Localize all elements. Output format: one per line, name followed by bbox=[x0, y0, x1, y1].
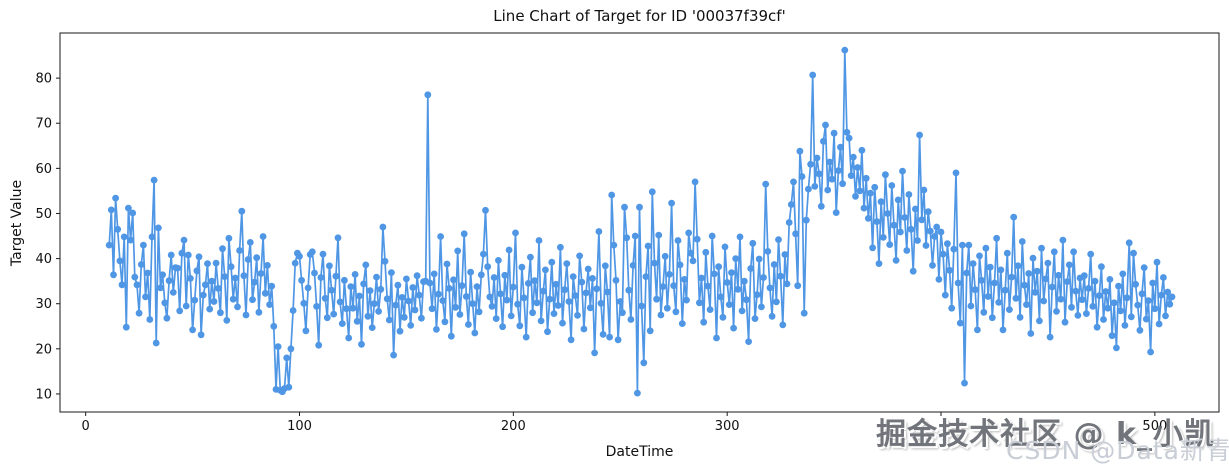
svg-text:100: 100 bbox=[287, 419, 312, 434]
watermark-csdn: CSDN @Data新青年 bbox=[1006, 436, 1229, 465]
svg-text:0: 0 bbox=[82, 419, 90, 434]
chart-title: Line Chart of Target for ID '00037f39cf' bbox=[493, 7, 786, 25]
svg-text:40: 40 bbox=[35, 252, 52, 267]
x-axis-label: DateTime bbox=[605, 444, 674, 460]
svg-text:20: 20 bbox=[35, 342, 52, 357]
svg-text:300: 300 bbox=[715, 419, 740, 434]
svg-text:70: 70 bbox=[35, 117, 52, 132]
svg-text:200: 200 bbox=[501, 419, 526, 434]
watermark-juejin: 掘金技术社区 @ k_小凯 bbox=[876, 417, 1215, 452]
y-axis-label: Target Value bbox=[9, 179, 25, 267]
svg-text:80: 80 bbox=[35, 72, 52, 87]
svg-text:30: 30 bbox=[35, 297, 52, 312]
svg-text:500: 500 bbox=[1142, 419, 1167, 434]
svg-text:50: 50 bbox=[35, 207, 52, 222]
svg-text:60: 60 bbox=[35, 162, 52, 177]
svg-text:10: 10 bbox=[35, 387, 52, 402]
